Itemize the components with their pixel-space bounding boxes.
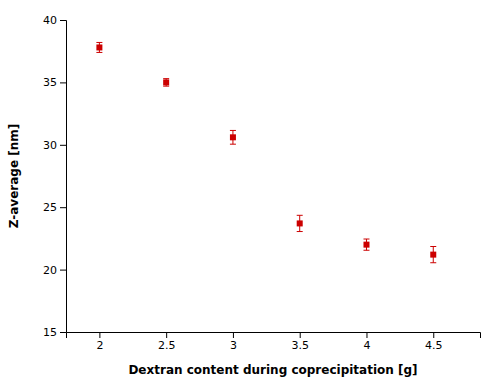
y-tick-mark xyxy=(60,332,66,333)
error-bar xyxy=(230,130,236,144)
error-bar xyxy=(363,239,369,250)
point xyxy=(363,242,369,248)
y-tick: 25 xyxy=(43,201,66,214)
y-tick-label: 40 xyxy=(43,14,57,27)
x-tick: 4.5 xyxy=(425,332,443,352)
y-axis-line xyxy=(60,21,67,333)
y-tick: 35 xyxy=(43,76,66,89)
error-bar xyxy=(96,42,102,52)
x-tick: 4 xyxy=(363,332,370,352)
error-bar xyxy=(163,79,169,86)
y-tick-label: 25 xyxy=(43,201,57,214)
x-tick: 2 xyxy=(96,332,103,352)
plot: 2 2.5 3 3.5 4 4.5 15 20 25 30 35 40 xyxy=(43,14,481,352)
error-bar xyxy=(297,215,303,231)
x-axis-title: Dextran content during coprecipitation [… xyxy=(128,363,417,377)
x-tick-mark xyxy=(300,332,301,338)
point xyxy=(163,79,169,85)
x-tick-mark xyxy=(166,332,167,338)
x-tick-mark xyxy=(99,332,100,338)
y-tick-mark xyxy=(60,20,66,21)
x-tick-label: 4 xyxy=(363,339,370,352)
y-axis-title: Z-average [nm] xyxy=(7,124,21,228)
y-tick-label: 30 xyxy=(43,139,57,152)
x-axis: 2 2.5 3 3.5 4 4.5 xyxy=(67,332,481,352)
x-tick-label: 4.5 xyxy=(425,339,443,352)
error-bar xyxy=(430,247,436,263)
point xyxy=(230,134,236,140)
x-tick: 2.5 xyxy=(158,332,176,352)
y-axis: 15 20 25 30 35 40 xyxy=(43,14,67,339)
x-tick-label: 2.5 xyxy=(158,339,176,352)
y-tick-mark xyxy=(60,270,66,271)
point xyxy=(96,44,102,50)
y-tick-mark xyxy=(60,145,66,146)
x-tick-mark xyxy=(433,332,434,338)
y-tick: 15 xyxy=(43,326,66,339)
x-tick-mark xyxy=(233,332,234,338)
y-tick-label: 15 xyxy=(43,326,57,339)
y-tick: 20 xyxy=(43,264,66,277)
x-axis-line xyxy=(67,333,481,339)
y-tick: 30 xyxy=(43,139,66,152)
x-tick-mark xyxy=(366,332,367,338)
x-tick: 3.5 xyxy=(291,332,309,352)
y-tick-mark xyxy=(60,82,66,83)
point xyxy=(430,252,436,258)
y-tick: 40 xyxy=(43,14,66,27)
point xyxy=(297,220,303,226)
x-tick-label: 3 xyxy=(230,339,237,352)
y-tick-mark xyxy=(60,207,66,208)
x-tick-label: 3.5 xyxy=(291,339,309,352)
x-tick-label: 2 xyxy=(96,339,103,352)
x-tick: 3 xyxy=(230,332,237,352)
chart: 2 2.5 3 3.5 4 4.5 15 20 25 30 35 40 Dextran content … xyxy=(0,0,500,388)
marks xyxy=(96,42,436,262)
y-tick-label: 20 xyxy=(43,264,57,277)
y-tick-label: 35 xyxy=(43,76,57,89)
